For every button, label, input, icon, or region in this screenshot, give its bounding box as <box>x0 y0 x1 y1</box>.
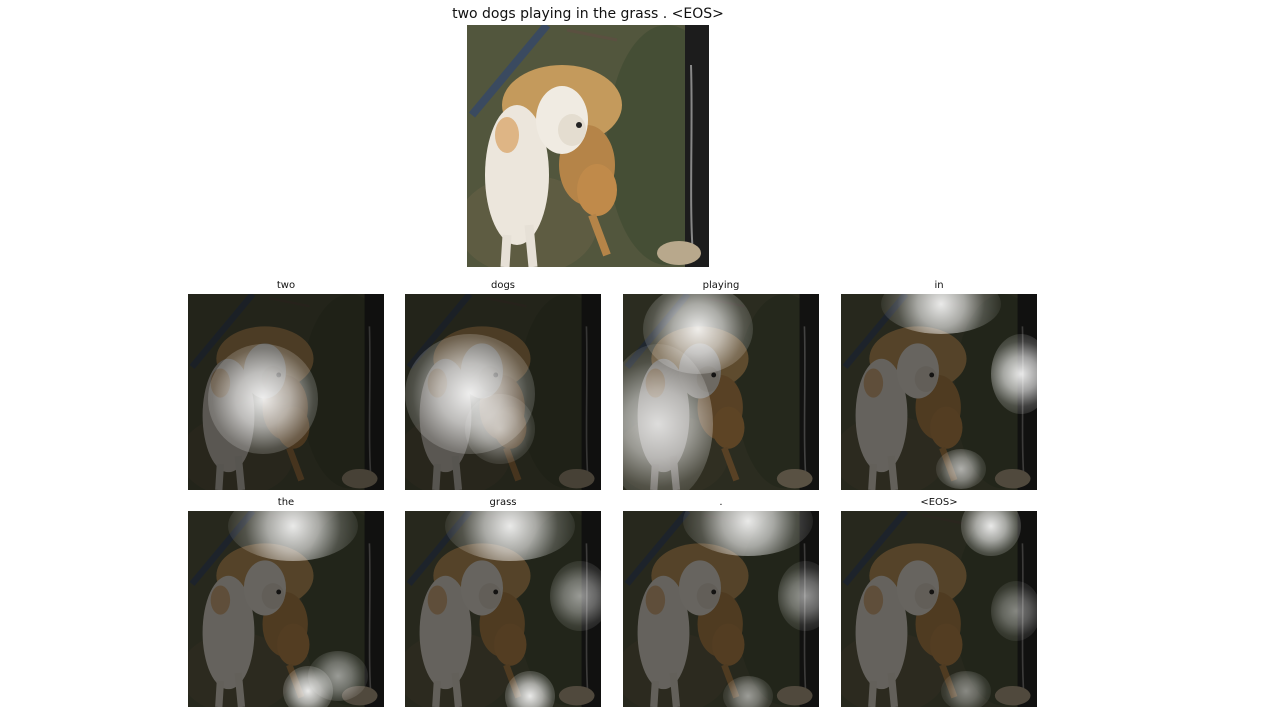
attention-tile-two <box>188 294 384 490</box>
attention-tile-playing <box>623 294 819 490</box>
attention-tile-in <box>841 294 1037 490</box>
tile-label-eos: <EOS> <box>920 497 958 508</box>
tile-label-in: in <box>934 280 944 291</box>
attention-tile-eos <box>841 511 1037 707</box>
caption-title: two dogs playing in the grass . <EOS> <box>452 6 724 22</box>
attention-tile-period <box>623 511 819 707</box>
tile-label-playing: playing <box>702 280 740 291</box>
tile-label-the: the <box>277 497 295 508</box>
tile-label-period: . <box>719 497 723 508</box>
dogs-photo <box>467 25 709 267</box>
attention-tile-grass <box>405 511 601 707</box>
attention-tile-dogs <box>405 294 601 490</box>
tile-label-two: two <box>276 280 296 291</box>
tile-label-dogs: dogs <box>490 280 516 291</box>
attention-tile-the <box>188 511 384 707</box>
original-image <box>467 25 709 267</box>
tile-label-grass: grass <box>489 497 517 508</box>
